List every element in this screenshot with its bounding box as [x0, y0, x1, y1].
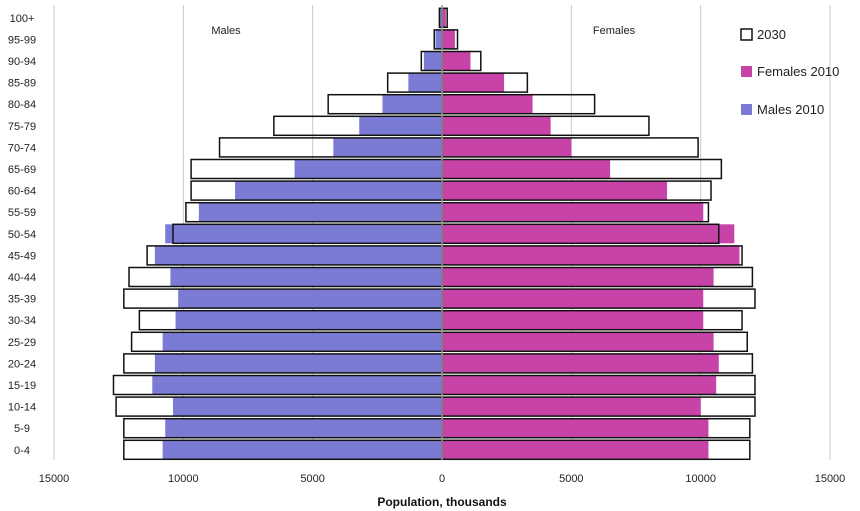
bar-males-2010 [162, 332, 442, 352]
y-tick-label: 100+ [10, 13, 35, 25]
bar-males-2010 [333, 137, 442, 157]
bar-females-2010 [442, 310, 704, 330]
bar-males-2010 [162, 440, 442, 460]
legend-swatch-females-2010 [741, 66, 752, 77]
bar-males-2010 [198, 202, 442, 222]
x-axis-title: Population, thousands [377, 495, 507, 509]
y-tick-label: 20-24 [8, 358, 36, 370]
bar-females-2010 [442, 8, 446, 28]
x-tick-label: 0 [439, 473, 445, 485]
bar-females-2010 [442, 418, 709, 438]
y-tick-label: 55-59 [8, 207, 36, 219]
bar-females-2010 [442, 267, 714, 287]
legend-label-females-2010: Females 2010 [757, 64, 839, 79]
x-tick-label: 10000 [168, 473, 199, 485]
bars [152, 8, 740, 460]
bar-females-2010 [442, 51, 471, 71]
outline-bars-2030 [112, 5, 756, 461]
males-side-label: Males [211, 25, 241, 37]
bar-males-2010 [235, 181, 442, 201]
y-tick-label: 90-94 [8, 56, 36, 68]
bar-females-2010 [442, 202, 704, 222]
y-tick-label: 30-34 [8, 315, 36, 327]
bar-females-2010 [442, 94, 533, 114]
bar-females-2010 [442, 289, 704, 309]
bar-males-2010 [165, 224, 442, 244]
bar-females-2010 [442, 73, 505, 93]
y-tick-label: 75-79 [8, 121, 36, 133]
bar-males-2010 [435, 29, 442, 49]
bar-females-2010 [442, 159, 611, 179]
legend-label-2030: 2030 [757, 27, 786, 42]
y-tick-label: 50-54 [8, 229, 36, 241]
bar-females-2010 [442, 440, 709, 460]
x-tick-label: 15000 [815, 473, 846, 485]
x-tick-label: 5000 [559, 473, 583, 485]
bar-males-2010 [175, 310, 442, 330]
females-side-label: Females [593, 25, 636, 37]
bar-males-2010 [439, 8, 442, 28]
legend-swatch-males-2010 [741, 104, 752, 115]
bar-females-2010 [442, 353, 719, 373]
bar-males-2010 [423, 51, 442, 71]
x-tick-label: 5000 [300, 473, 324, 485]
bar-females-2010 [442, 29, 455, 49]
y-tick-label: 80-84 [8, 99, 36, 111]
x-tick-label: 10000 [685, 473, 716, 485]
legend-label-males-2010: Males 2010 [757, 102, 824, 117]
bar-males-2010 [382, 94, 442, 114]
bar-females-2010 [442, 332, 714, 352]
bar-females-2010 [442, 137, 572, 157]
bar-females-2010 [442, 224, 735, 244]
legend: 2030 Females 2010 Males 2010 [740, 27, 839, 117]
bar-females-2010 [442, 181, 668, 201]
y-tick-label: 45-49 [8, 250, 36, 262]
x-tick-labels: 15000 10000 5000 0 5000 10000 15000 [39, 473, 846, 485]
bar-females-2010 [442, 397, 701, 417]
y-tick-label: 40-44 [8, 272, 36, 284]
bar-males-2010 [294, 159, 442, 179]
y-tick-label: 60-64 [8, 186, 36, 198]
y-tick-label: 95-99 [8, 34, 36, 46]
bar-females-2010 [442, 116, 551, 136]
x-tick-label: 15000 [39, 473, 70, 485]
y-tick-label: 10-14 [8, 402, 36, 414]
y-tick-label: 65-69 [8, 164, 36, 176]
y-tick-label: 15-19 [8, 380, 36, 392]
y-tick-label: 70-74 [8, 142, 36, 154]
bar-males-2010 [172, 397, 442, 417]
bar-males-2010 [154, 245, 442, 265]
bar-males-2010 [170, 267, 442, 287]
bar-males-2010 [359, 116, 442, 136]
bar-males-2010 [154, 353, 442, 373]
bar-males-2010 [178, 289, 442, 309]
y-tick-label: 85-89 [8, 78, 36, 90]
bar-females-2010 [442, 245, 740, 265]
bar-males-2010 [408, 73, 442, 93]
y-tick-label: 35-39 [8, 294, 36, 306]
bar-males-2010 [165, 418, 442, 438]
y-tick-labels: 0-4 5-9 10-14 15-19 20-24 25-29 30-34 35-39 40-4… [8, 13, 36, 457]
bar-females-2010 [442, 375, 717, 395]
y-tick-label: 25-29 [8, 337, 36, 349]
y-tick-label: 0-4 [14, 445, 30, 457]
y-tick-label: 5-9 [14, 423, 30, 435]
bar-males-2010 [152, 375, 442, 395]
legend-swatch-2030 [740, 28, 753, 41]
